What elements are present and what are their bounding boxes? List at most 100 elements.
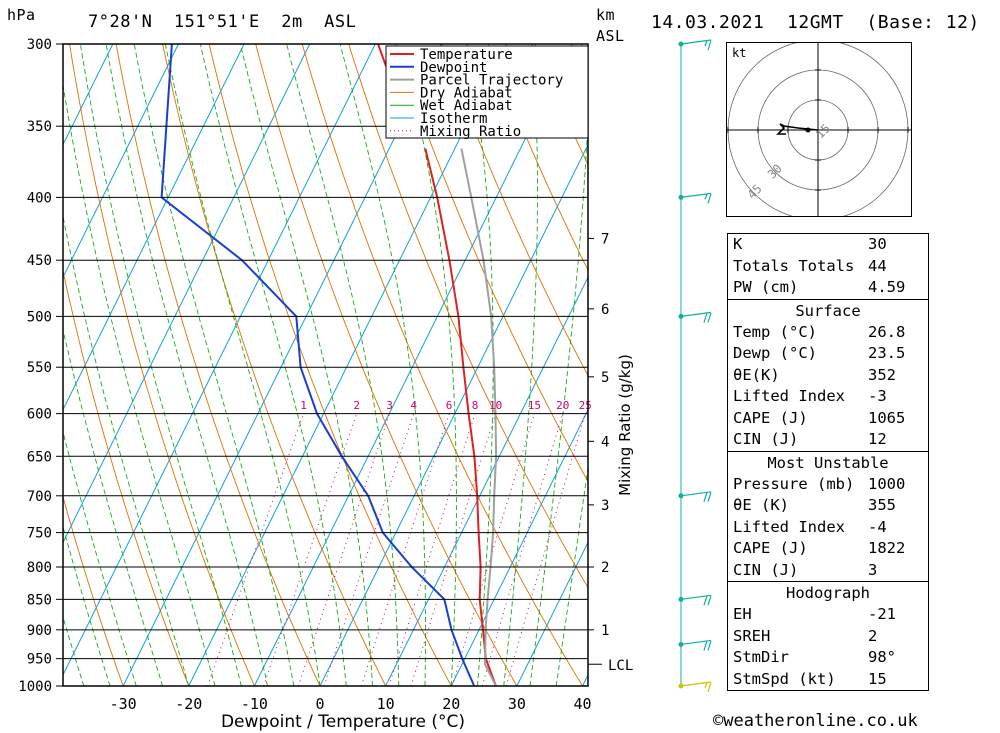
pressure-tick-label: 300 [27, 37, 52, 53]
wet-adiabat-line [529, 111, 588, 686]
mixing-ratio-line [505, 413, 586, 686]
wind-barb-staff [680, 192, 712, 198]
plot-frame [62, 43, 589, 687]
hpa-unit-label: hPa [7, 6, 36, 24]
pressure-tick-label: 650 [27, 449, 52, 465]
copyright-link[interactable]: ©weatheronline.co.uk [713, 711, 918, 731]
km-tick-label: 7 [601, 231, 609, 247]
series-parcel-trajectory [460, 148, 498, 686]
surface-row: CIN (J) 12 [733, 430, 887, 448]
isotherm-line [516, 541, 588, 686]
mixing-ratio-label: 8 [472, 399, 479, 412]
surface-row: CAPE (J) 1065 [733, 408, 906, 427]
temp-tick-label: 20 [442, 695, 460, 713]
dry-adiabat-line [208, 44, 452, 686]
wet-adiabat-line [339, 44, 426, 686]
mixing-ratio-line [388, 413, 476, 686]
hodograph-row: StmDir 98° [733, 648, 896, 666]
isotherm-line [188, 44, 508, 686]
pressure-tick-label: 350 [27, 119, 52, 135]
isotherm-line [63, 44, 114, 146]
lcl-label: LCL [608, 658, 633, 674]
wind-barb-staff [680, 39, 712, 45]
pressure-tick-label: 900 [27, 623, 52, 639]
mixing-ratio-line [360, 413, 450, 686]
index-row-totals: Totals Totals 44 [733, 256, 887, 275]
indices-panel-top: K 30 Totals Totals 44 PW (cm) 4.59 Surface … [727, 233, 929, 691]
surface-row: θE(K) 352 [733, 365, 896, 384]
mixing-ratio-label: 3 [386, 399, 393, 412]
surface-row: Dewp (°C) 23.5 [733, 344, 906, 362]
temp-tick-label: 10 [377, 695, 395, 713]
series-temperature-top [377, 44, 387, 67]
km-tick-label: 6 [601, 302, 609, 318]
legend-item: Temperature [420, 47, 513, 63]
dry-adiabat-line [394, 44, 588, 483]
mixing-ratio-label: 6 [446, 399, 453, 412]
wind-barb-flag [703, 595, 708, 606]
dry-adiabat-line [441, 44, 588, 377]
wind-barb-staff [680, 681, 712, 687]
dry-adiabat-line [954, 44, 1000, 686]
wet-adiabat-line [63, 430, 137, 686]
legend-box [385, 45, 589, 139]
legend [385, 45, 589, 139]
mixing-ratio-label: 2 [353, 399, 360, 412]
hodograph-row: SREH 2 [733, 626, 878, 645]
most-unstable-title: Most Unstable [767, 453, 889, 472]
hodograph-title: Hodograph [786, 584, 870, 602]
surface-row: Temp (°C) 26.8 [733, 322, 906, 341]
dry-adiabat-line [63, 495, 124, 686]
wet-adiabat-line [63, 525, 111, 686]
temp-tick-label: -20 [175, 695, 202, 713]
temp-tick-label: -10 [241, 695, 268, 713]
datetime-title: 14.03.2021 12GMT (Base: 12) [651, 12, 980, 33]
pressure-tick-label: 500 [27, 309, 52, 325]
isotherm-line [63, 44, 179, 279]
location-title: 7°28'N 151°51'E 2m ASL [88, 12, 357, 32]
mixing-ratio-line [451, 413, 535, 686]
dry-adiabat-line [115, 44, 321, 686]
km-tick-label: 3 [601, 498, 609, 514]
legend-item: Mixing Ratio [420, 124, 521, 140]
mixing-ratio-label: 20 [556, 399, 569, 412]
wet-adiabat-line [79, 44, 242, 686]
x-axis-label: Dewpoint / Temperature (°C) [221, 712, 465, 732]
most-unstable-row: CIN (J) 3 [733, 560, 878, 579]
legend-item: Dewpoint [420, 60, 487, 76]
wind-barb-staff [680, 491, 712, 497]
surface-title: Surface [795, 301, 861, 320]
most-unstable-section: Most Unstable Pressure (mb) 1000 θE (K) 35… [728, 450, 928, 582]
mixing-ratio-axis-label: Mixing Ratio (g/kg) [616, 354, 634, 496]
km-tick-label: 1 [601, 623, 609, 639]
dry-adiabat-line [255, 44, 518, 686]
wet-adiabat-line [199, 44, 347, 686]
pressure-tick-label: 950 [27, 652, 52, 668]
hodograph-row: EH -21 [733, 605, 896, 623]
surface-row: Lifted Index -3 [733, 387, 887, 405]
pressure-tick-label: 450 [27, 253, 52, 269]
wet-adiabat-line [164, 44, 321, 686]
legend-item: Isotherm [420, 111, 487, 127]
hodograph-storm-marker [805, 127, 811, 133]
wet-adiabat-line [239, 44, 373, 686]
mixing-ratio-line [481, 413, 564, 686]
mixing-ratio-line [207, 413, 305, 686]
wind-barb-flag [704, 193, 708, 200]
legend-item: Wet Adiabat [420, 98, 513, 114]
hodograph-section: Hodograph EH -21 SREH 2 StmDir 98° StmSpd (… [728, 581, 928, 690]
legend-item: Dry Adiabat [420, 85, 513, 101]
isotherm-line [450, 408, 588, 686]
wind-barb-flag [707, 682, 712, 693]
mixing-ratio-line [263, 413, 358, 686]
mixing-ratio-label: 4 [410, 399, 417, 412]
mixing-ratio-label: 25 [579, 399, 592, 412]
wet-adiabat-line [286, 44, 400, 686]
wind-barb-flag [707, 312, 712, 323]
wind-barb-staff [680, 594, 712, 600]
wind-barb-flag [703, 492, 708, 502]
pressure-tick-label: 550 [27, 360, 52, 376]
wind-barb-flag [703, 640, 708, 651]
mixing-ratio-label: 15 [528, 399, 541, 412]
